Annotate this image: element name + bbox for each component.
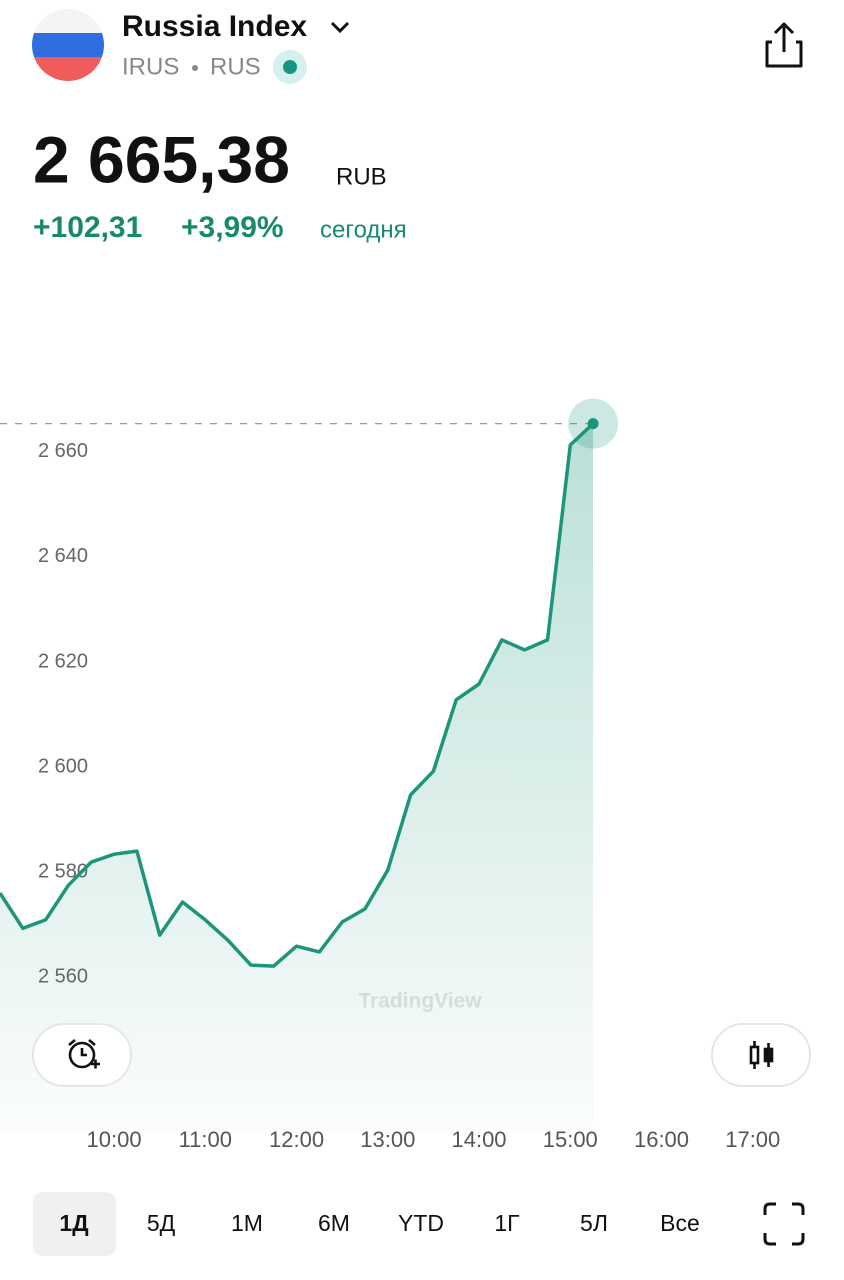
x-tick-label: 15:00 xyxy=(543,1127,598,1152)
area xyxy=(0,423,594,1131)
x-tick-label: 16:00 xyxy=(634,1127,689,1152)
x-tick-label: 17:00 xyxy=(725,1127,780,1152)
range-button[interactable]: 5Д xyxy=(147,1210,176,1236)
title[interactable]: Russia Index xyxy=(122,10,307,43)
share-icon[interactable] xyxy=(765,22,803,68)
x-tick-label: 14:00 xyxy=(451,1127,506,1152)
x-tick-label: 12:00 xyxy=(269,1127,324,1152)
alert-icon xyxy=(68,1039,100,1069)
change: +102,31 xyxy=(33,211,142,244)
currency: RUB xyxy=(336,163,387,190)
range-button[interactable]: 5Л xyxy=(580,1210,608,1236)
range-button[interactable]: 1М xyxy=(231,1210,263,1236)
range-button[interactable]: YTD xyxy=(398,1210,444,1236)
line xyxy=(0,422,595,968)
last-point xyxy=(587,418,599,430)
flag xyxy=(32,9,104,81)
range-button[interactable]: 6М xyxy=(318,1210,350,1236)
x-tick-label: 13:00 xyxy=(360,1127,415,1152)
range-button[interactable]: Все xyxy=(660,1210,700,1236)
selected-range xyxy=(33,1192,116,1256)
separator xyxy=(192,65,198,71)
x-tick-label: 11:00 xyxy=(179,1127,232,1152)
exchange: RUS xyxy=(210,53,261,80)
chart-type-button[interactable] xyxy=(711,1023,811,1087)
candle-icon xyxy=(749,1041,774,1069)
y-tick-label: 2 620 xyxy=(38,650,88,672)
x-tick-label: 10:00 xyxy=(87,1127,142,1152)
y-tick-label: 2 640 xyxy=(38,545,88,567)
price: 2 665,38 xyxy=(33,122,290,196)
y-tick-label: 2 660 xyxy=(38,440,88,462)
range-button[interactable]: 1Г xyxy=(494,1210,520,1236)
symbol: IRUS xyxy=(122,53,179,80)
fullscreen-icon[interactable] xyxy=(763,1202,805,1246)
y-tick-label: 2 600 xyxy=(38,755,88,777)
change-percent: +3,99% xyxy=(181,211,284,244)
range-button[interactable]: 1Д xyxy=(59,1210,88,1236)
status-dot xyxy=(283,60,297,74)
period: сегодня xyxy=(320,216,407,243)
chevron[interactable] xyxy=(330,21,350,34)
